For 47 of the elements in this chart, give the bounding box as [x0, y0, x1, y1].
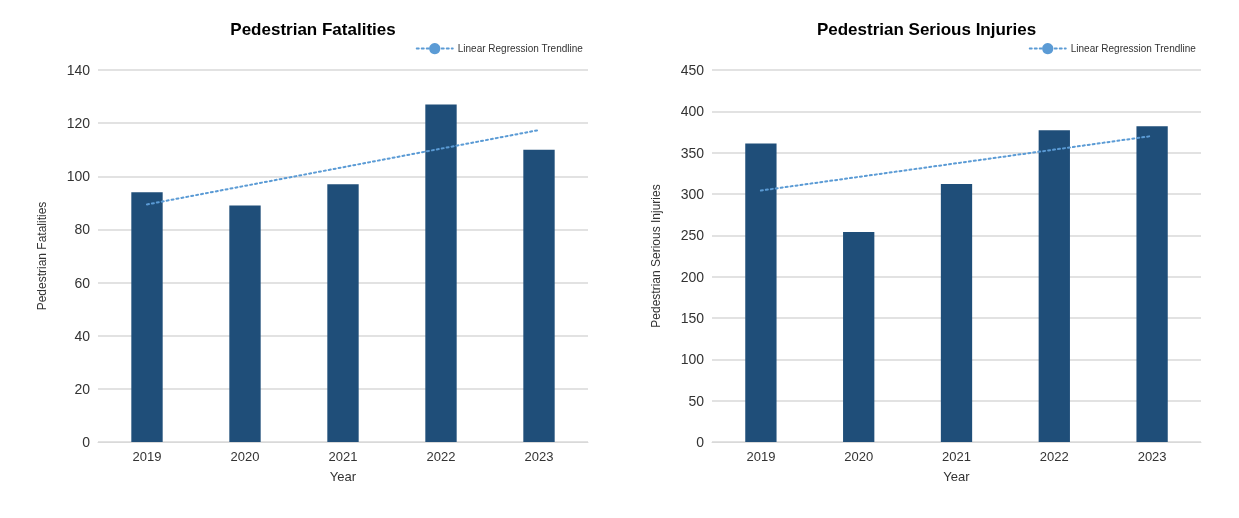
chart-title: Pedestrian Fatalities: [230, 20, 396, 39]
bar: [523, 149, 555, 442]
bar: [1038, 130, 1070, 442]
x-tick-label: 2019: [746, 449, 776, 464]
y-axis-title: Pedestrian Fatalities: [35, 201, 49, 311]
x-axis-title: Year: [329, 469, 357, 484]
x-tick-label: 2023: [1137, 449, 1167, 464]
x-tick-label: 2020: [844, 449, 874, 464]
x-tick-label: 2019: [132, 449, 162, 464]
y-tick-label: 200: [680, 268, 705, 285]
x-tick-label: 2022: [1039, 449, 1069, 464]
y-tick-label: 0: [82, 434, 91, 450]
y-tick-label: 150: [680, 310, 705, 326]
bar: [327, 184, 359, 442]
bar: [1136, 126, 1168, 442]
line-series: [146, 129, 540, 206]
y-tick-label: 80: [74, 221, 91, 238]
legend-label: Linear Regression Trendline: [1070, 43, 1197, 55]
x-axis-title: Year: [943, 469, 971, 484]
y-tick-label: 350: [680, 144, 705, 161]
x-tick-label: 2021: [942, 449, 971, 464]
x-tick-label: 2020: [230, 449, 260, 464]
legend-label: Linear Regression Trendline: [457, 43, 584, 55]
y-tick-label: 0: [696, 434, 705, 450]
bar: [229, 205, 261, 442]
bar: [843, 232, 875, 442]
y-tick-label: 40: [74, 327, 91, 344]
y-tick-label: 250: [680, 227, 705, 244]
y-tick-label: 140: [66, 62, 91, 78]
x-tick-label: 2021: [328, 449, 358, 464]
y-axis-title: Pedestrian Serious Injuries: [649, 184, 663, 328]
y-tick-label: 100: [66, 168, 91, 185]
y-tick-label: 60: [74, 274, 91, 291]
bar: [425, 104, 457, 442]
x-tick-label: 2023: [524, 449, 554, 464]
y-tick-label: 300: [680, 186, 705, 202]
chart-title: Pedestrian Serious Injuries: [816, 20, 1037, 39]
bar: [940, 184, 973, 442]
y-tick-label: 450: [680, 62, 705, 78]
x-tick-label: 2022: [426, 449, 456, 464]
y-tick-label: 50: [688, 392, 705, 409]
y-tick-label: 20: [74, 380, 91, 397]
y-tick-label: 400: [680, 103, 705, 120]
bar: [745, 143, 777, 442]
y-tick-label: 100: [680, 351, 705, 368]
y-tick-label: 120: [66, 115, 91, 132]
bar: [131, 192, 163, 442]
